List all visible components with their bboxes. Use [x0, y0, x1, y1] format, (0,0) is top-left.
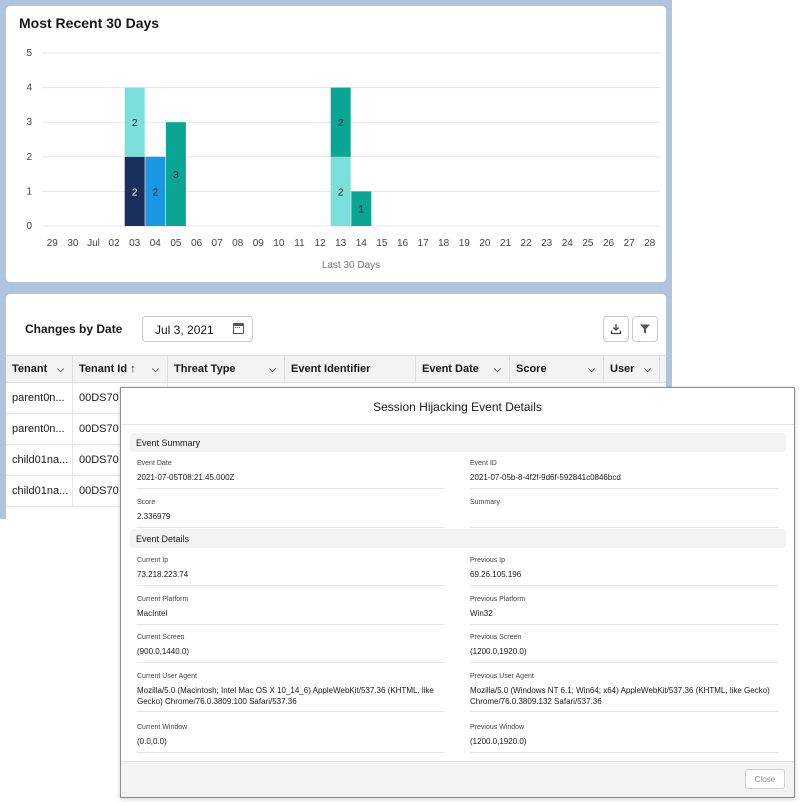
- field-previous-ip: Previous Ip 69.26.105.196: [470, 557, 778, 586]
- x-tick-label: 24: [562, 238, 574, 249]
- date-value: Jul 3, 2021: [155, 323, 214, 337]
- x-tick-label: 19: [459, 238, 471, 249]
- x-tick-label: 20: [479, 238, 491, 249]
- bar-segment: [330, 156, 351, 226]
- background-app: Most Recent 30 Days 0 1 2 3 4 5 29 30 Jul 02 03 04 0…: [0, 0, 672, 519]
- chevron-down-icon[interactable]: ⌵: [588, 364, 595, 374]
- x-tick-label: 25: [582, 238, 594, 249]
- field-previous-window: Previous Window (1200.0,1920.0): [470, 724, 778, 753]
- y-tick-label: 3: [26, 117, 32, 128]
- filter-icon: [640, 324, 650, 334]
- col-tenant[interactable]: Tenant ⌵: [6, 356, 73, 383]
- chevron-down-icon[interactable]: ⌵: [152, 364, 159, 374]
- field-score: Score 2.336979: [137, 499, 445, 528]
- chevron-down-icon[interactable]: ⌵: [57, 364, 64, 374]
- x-tick-label: 21: [500, 238, 512, 249]
- data-label: 3: [173, 170, 179, 181]
- x-tick-label: 04: [150, 238, 162, 249]
- download-button[interactable]: [603, 316, 629, 342]
- field-current-screen: Current Screen (900.0,1440.0): [137, 634, 445, 663]
- x-tick-label: 29: [47, 238, 59, 249]
- calendar-icon[interactable]: [233, 323, 244, 334]
- col-threat-type[interactable]: Threat Type ⌵: [168, 356, 285, 383]
- x-axis-label: Last 30 Days: [322, 260, 380, 271]
- field-summary: Summary: [470, 499, 778, 528]
- x-tick-label: 30: [67, 238, 79, 249]
- chevron-down-icon[interactable]: ⌵: [269, 364, 276, 374]
- x-tick-label: 09: [253, 238, 265, 249]
- data-label: 2: [338, 118, 344, 129]
- col-event-date[interactable]: Event Date ⌵: [416, 356, 510, 383]
- bar-segment: [330, 87, 351, 157]
- col-user[interactable]: User ⌵: [604, 356, 660, 383]
- bar-segment: [124, 156, 145, 226]
- x-tick-label: 28: [644, 238, 656, 249]
- field-event-date: Event Date 2021-07-05T08:21:45.000Z: [137, 460, 445, 489]
- x-tick-label: 06: [191, 238, 203, 249]
- field-current-user-agent: Current User Agent Mozilla/5.0 (Macintos…: [137, 673, 445, 712]
- field-event-id: Event ID 2021-07-05b-8-4f2f-9d6f-592841c…: [470, 460, 778, 489]
- field-previous-user-agent: Previous User Agent Mozilla/5.0 (Windows…: [470, 673, 778, 712]
- filter-button[interactable]: [632, 316, 658, 342]
- field-previous-platform: Previous Platform Win32: [470, 596, 778, 625]
- x-tick-label: 17: [418, 238, 430, 249]
- modal-title: Session Hijacking Event Details: [121, 388, 794, 425]
- x-tick-label: 26: [603, 238, 615, 249]
- x-tick-label: 16: [397, 238, 409, 249]
- y-tick-label: 2: [26, 152, 32, 163]
- field-current-ip: Current Ip 73.218.223.74: [137, 557, 445, 586]
- x-tick-label: 27: [624, 238, 636, 249]
- bar-segment: [351, 191, 372, 226]
- data-label: 1: [359, 205, 365, 216]
- x-tick-label: 22: [521, 238, 533, 249]
- x-tick-label: 05: [170, 238, 182, 249]
- x-tick-label: 07: [212, 238, 224, 249]
- data-label: 2: [153, 187, 159, 198]
- y-tick-label: 0: [26, 221, 32, 232]
- x-tick-label: 10: [273, 238, 285, 249]
- x-tick-label: 13: [335, 238, 347, 249]
- close-button[interactable]: Close: [745, 769, 785, 789]
- chevron-down-icon[interactable]: ⌵: [644, 364, 651, 374]
- bar-segment: [165, 122, 186, 226]
- download-icon: [610, 324, 622, 335]
- chart-title: Most Recent 30 Days: [19, 15, 160, 31]
- x-tick-label: 08: [232, 238, 244, 249]
- x-tick-label: 18: [438, 238, 450, 249]
- field-current-platform: Current Platform MacIntel: [137, 596, 445, 625]
- table-title: Changes by Date: [25, 322, 123, 336]
- x-tick-label: 23: [541, 238, 553, 249]
- sort-asc-icon: ↑: [130, 363, 136, 375]
- section-event-summary[interactable]: Event Summary: [130, 433, 786, 452]
- table-header: Tenant ⌵ Tenant Id ↑ ⌵ Threat Type ⌵ Event …: [6, 355, 666, 383]
- data-label: 2: [132, 118, 138, 129]
- x-tick-label: 02: [109, 238, 121, 249]
- y-tick-label: 5: [26, 48, 32, 59]
- x-tick-label: 03: [129, 238, 141, 249]
- event-details-modal: Session Hijacking Event Details Event Su…: [120, 387, 795, 798]
- chevron-down-icon[interactable]: ⌵: [494, 364, 501, 374]
- col-event-identifier[interactable]: Event Identifier: [285, 356, 416, 383]
- y-tick-label: 1: [26, 186, 32, 197]
- section-event-details[interactable]: Event Details: [130, 529, 786, 548]
- x-tick-label: 15: [376, 238, 388, 249]
- field-current-window: Current Window (0.0,0.0): [137, 724, 445, 753]
- x-tick-label: 11: [294, 238, 305, 249]
- chart-card: Most Recent 30 Days 0 1 2 3 4 5 29 30 Jul 02 03 04 0…: [6, 6, 666, 282]
- x-tick-label: 14: [356, 238, 368, 249]
- data-label: 2: [338, 187, 344, 198]
- modal-footer: Close: [121, 761, 794, 797]
- data-label: 2: [132, 187, 138, 198]
- bar-segment: [124, 87, 145, 157]
- col-score[interactable]: Score ⌵: [510, 356, 604, 383]
- bar-segment: [145, 156, 166, 226]
- date-picker-input[interactable]: Jul 3, 2021: [142, 316, 253, 342]
- x-tick-label: Jul: [87, 238, 100, 249]
- y-tick-label: 4: [26, 83, 32, 94]
- col-tenant-id[interactable]: Tenant Id ↑ ⌵: [73, 356, 168, 383]
- field-previous-screen: Previous Screen (1200.0,1920.0): [470, 634, 778, 663]
- x-tick-label: 12: [315, 238, 327, 249]
